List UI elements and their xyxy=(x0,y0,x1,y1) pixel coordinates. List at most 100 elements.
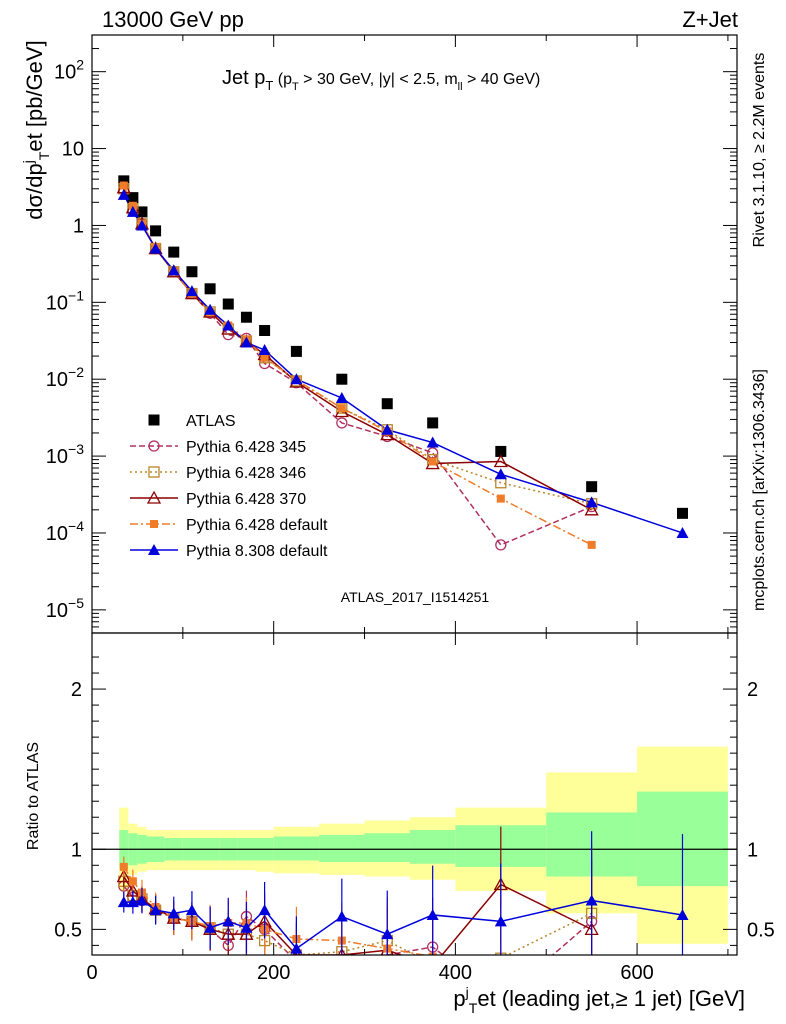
data-point xyxy=(337,404,346,413)
ratio-point xyxy=(290,942,303,954)
legend: ATLAS Pythia 6.428 345 Pythia 6.428 346 Pyt… xyxy=(130,413,328,560)
ratio-point xyxy=(585,894,598,906)
x-tick-label: 600 xyxy=(620,962,653,984)
data-point xyxy=(185,285,198,297)
ratio-point xyxy=(258,904,271,916)
ratio-point xyxy=(135,894,148,906)
data-point xyxy=(676,507,688,519)
x-tick-label: 200 xyxy=(257,962,290,984)
data-point xyxy=(128,201,137,210)
ratio-point xyxy=(428,960,438,970)
data-point xyxy=(426,436,439,448)
data-point xyxy=(496,494,505,503)
ratio-point xyxy=(167,907,180,919)
inner-band xyxy=(409,830,456,864)
ratio-point xyxy=(494,915,507,927)
data-point xyxy=(584,502,599,516)
data-point xyxy=(259,325,271,337)
main-panel-axes: 10−5 10−4 10−3 10−2 10−1 1 10 102 xyxy=(46,34,737,633)
data-point xyxy=(127,192,139,204)
data-point xyxy=(336,417,348,429)
ratio-point xyxy=(116,869,131,883)
data-point xyxy=(149,242,162,254)
data-point xyxy=(493,454,508,468)
ratio-point xyxy=(291,956,301,966)
ratio-point xyxy=(427,960,439,971)
process-label: Z+Jet xyxy=(682,7,738,32)
data-point xyxy=(186,266,198,278)
ratio-point xyxy=(204,921,217,933)
data-point xyxy=(290,373,303,385)
y-tick-label: 0.5 xyxy=(54,919,82,941)
legend-label: Pythia 6.428 370 xyxy=(186,491,306,508)
series-line xyxy=(123,188,592,505)
x-tick-label: 0 xyxy=(86,962,97,984)
ratio-point xyxy=(119,862,128,871)
inner-band xyxy=(273,836,320,861)
main-panel-series xyxy=(123,185,683,546)
ratio-point xyxy=(335,910,348,922)
legend-marker xyxy=(146,490,162,504)
y-tick-label: 1 xyxy=(71,839,82,861)
data-point xyxy=(290,345,302,357)
series-line xyxy=(123,189,592,546)
series-line xyxy=(123,194,683,534)
data-point xyxy=(150,225,162,237)
y-tick-label: 10−5 xyxy=(46,595,84,622)
ratio-point xyxy=(240,921,253,933)
data-point xyxy=(136,206,148,218)
y-tick-label: 10−4 xyxy=(46,518,84,545)
data-point xyxy=(204,303,217,315)
y-tick-label: 10−2 xyxy=(46,364,84,391)
y-tick-label: 1 xyxy=(73,215,84,237)
series-line xyxy=(123,187,593,511)
ratio-point xyxy=(381,928,394,940)
data-point xyxy=(119,181,128,190)
ratio-point xyxy=(126,896,139,908)
data-point xyxy=(587,540,596,549)
data-point xyxy=(168,246,180,258)
energy-label: 13000 GeV pp xyxy=(102,7,244,32)
data-point xyxy=(494,468,507,480)
x-axis-label: pjTet (leading jet,≥ 1 jet) [GeV] xyxy=(453,984,745,1016)
ratio-panel-axes: 0 200 400 600 0.5 0.5 1 1 2 2 xyxy=(54,633,775,984)
y-tick-label: 102 xyxy=(54,57,84,84)
y-label-text: dσ/dpjTet [pb/GeV] xyxy=(20,40,52,219)
main-panel-markers xyxy=(116,175,689,551)
legend-marker xyxy=(148,440,160,452)
data-point xyxy=(585,496,598,508)
data-point xyxy=(495,445,507,457)
legend-marker xyxy=(148,466,160,478)
data-point xyxy=(260,353,269,362)
ratio-point xyxy=(128,877,137,886)
y-tick-label: 2 xyxy=(71,679,82,701)
ratio-line xyxy=(123,876,592,955)
ratio-point xyxy=(337,960,347,970)
ratio-point xyxy=(497,961,505,969)
data-point xyxy=(427,417,439,429)
data-point xyxy=(428,457,437,466)
analysis-id-label: ATLAS_2017_I1514251 xyxy=(341,589,490,605)
x-label-text: pjTet (leading jet,≥ 1 jet) [GeV] xyxy=(453,984,745,1016)
data-point xyxy=(336,402,348,414)
data-point xyxy=(495,539,507,551)
main-y-axis-label: dσ/dpjTet [pb/GeV] xyxy=(20,40,52,219)
y-tick-label: 10 xyxy=(62,139,84,161)
data-point xyxy=(126,205,139,217)
legend-label: Pythia 6.428 346 xyxy=(186,465,306,482)
ratio-point xyxy=(117,896,130,908)
inner-band xyxy=(364,833,410,863)
main-plot-title: Jet pT (pT > 30 GeV, |y| < 2.5, mll > 40… xyxy=(222,67,540,93)
data-point xyxy=(204,283,216,295)
ratio-point xyxy=(185,904,198,916)
legend-label: Pythia 8.308 default xyxy=(186,543,328,560)
y-tick-label-right: 2 xyxy=(747,679,758,701)
data-point xyxy=(222,298,234,310)
data-point xyxy=(240,311,252,323)
data-point xyxy=(336,373,348,385)
data-point xyxy=(381,398,393,410)
ratio-point xyxy=(149,904,162,916)
inner-band xyxy=(319,834,365,863)
x-tick-label: 400 xyxy=(439,962,472,984)
